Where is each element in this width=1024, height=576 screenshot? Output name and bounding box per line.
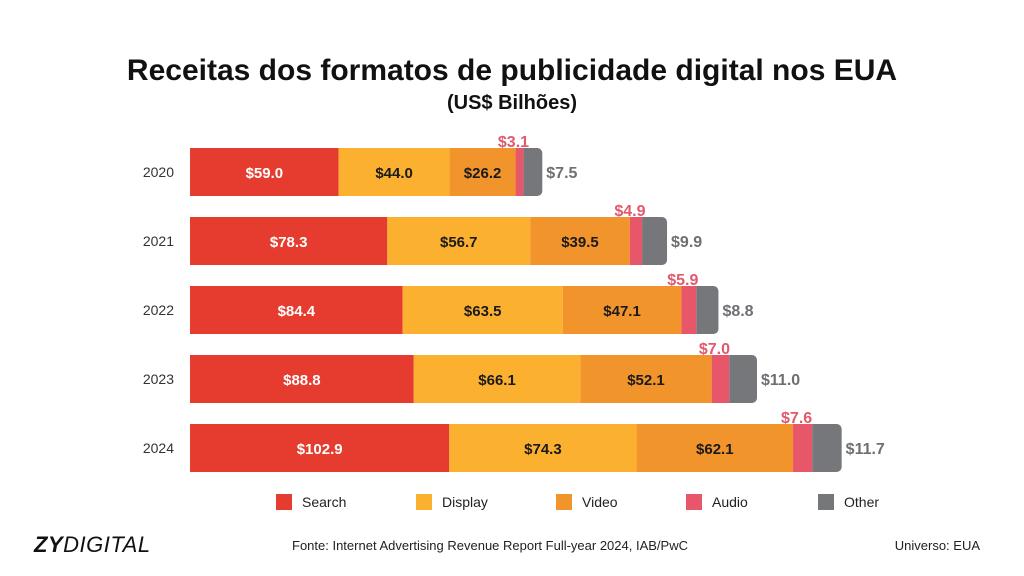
data-label-audio-2020: $3.1 bbox=[498, 134, 529, 151]
bar-segment-other-2023 bbox=[729, 355, 752, 403]
brand-logo-light: DIGITAL bbox=[63, 532, 151, 557]
data-label-video-2023: $52.1 bbox=[627, 372, 665, 389]
data-label-other-2023: $11.0 bbox=[761, 372, 800, 389]
bar-segment-search-2022 bbox=[190, 286, 403, 334]
data-label-other-2024: $11.7 bbox=[846, 441, 885, 458]
bar-segment-video-2020 bbox=[449, 148, 516, 196]
legend-label-display: Display bbox=[442, 494, 488, 510]
bar-segment-other-2020 bbox=[523, 148, 538, 196]
data-label-display-2024: $74.3 bbox=[524, 441, 562, 458]
legend-label-video: Video bbox=[582, 494, 618, 510]
bar-segment-search-2024 bbox=[190, 424, 450, 472]
bar-segment-search-2020 bbox=[190, 148, 339, 196]
bar-segment-display-2024 bbox=[449, 424, 637, 472]
data-label-video-2021: $39.5 bbox=[561, 234, 599, 251]
bar-segment-audio-2023 bbox=[711, 355, 730, 403]
bar-segment-search-2021 bbox=[190, 217, 388, 265]
data-label-other-2021: $9.9 bbox=[671, 234, 702, 251]
data-label-audio-2022: $5.9 bbox=[667, 272, 698, 289]
bar-segment-video-2024 bbox=[636, 424, 794, 472]
legend-label-search: Search bbox=[302, 494, 346, 510]
bar-segment-video-2021 bbox=[530, 217, 630, 265]
bar-segment-other-2021 bbox=[642, 217, 663, 265]
data-label-display-2020: $44.0 bbox=[375, 165, 413, 182]
data-label-display-2022: $63.5 bbox=[464, 303, 502, 320]
bar-segment-display-2022 bbox=[402, 286, 563, 334]
bar-segment-display-2020 bbox=[338, 148, 450, 196]
bar-segment-other-2024 bbox=[812, 424, 837, 472]
data-label-other-2022: $8.8 bbox=[722, 303, 753, 320]
data-label-search-2020: $59.0 bbox=[246, 165, 284, 182]
data-label-audio-2023: $7.0 bbox=[699, 341, 730, 358]
bar-segment-search-2023 bbox=[190, 355, 414, 403]
bar-segment-video-2023 bbox=[580, 355, 712, 403]
brand-logo-bold: ZY bbox=[34, 532, 64, 557]
data-label-display-2023: $66.1 bbox=[478, 372, 516, 389]
bar-segment-audio-2020 bbox=[515, 148, 524, 196]
bar-segment-other-2022 bbox=[696, 286, 714, 334]
bar-segment-display-2023 bbox=[413, 355, 581, 403]
data-label-other-2020: $7.5 bbox=[546, 165, 577, 182]
data-label-search-2022: $84.4 bbox=[278, 303, 316, 320]
legend-label-other: Other bbox=[844, 494, 879, 510]
year-label-2020: 2020 bbox=[143, 164, 174, 180]
legend-swatch-search bbox=[276, 494, 292, 510]
legend-swatch-audio bbox=[686, 494, 702, 510]
data-label-video-2022: $47.1 bbox=[603, 303, 641, 320]
bar-segment-audio-2024 bbox=[793, 424, 813, 472]
bar-segment-display-2021 bbox=[387, 217, 531, 265]
universe-note: Universo: EUA bbox=[894, 538, 980, 553]
chart-title: Receitas dos formatos de publicidade dig… bbox=[126, 54, 898, 87]
data-label-search-2024: $102.9 bbox=[297, 441, 343, 458]
data-label-search-2021: $78.3 bbox=[270, 234, 308, 251]
bar-segment-audio-2022 bbox=[681, 286, 697, 334]
legend-swatch-video bbox=[556, 494, 572, 510]
data-label-search-2023: $88.8 bbox=[283, 372, 321, 389]
data-label-video-2024: $62.1 bbox=[696, 441, 734, 458]
chart-subtitle: (US$ Bilhões) bbox=[446, 92, 578, 114]
bar-segment-video-2022 bbox=[562, 286, 682, 334]
source-note: Fonte: Internet Advertising Revenue Repo… bbox=[292, 538, 688, 553]
year-label-2024: 2024 bbox=[143, 440, 174, 456]
data-label-audio-2021: $4.9 bbox=[614, 203, 645, 220]
year-label-2022: 2022 bbox=[143, 302, 174, 318]
bar-segment-audio-2021 bbox=[629, 217, 643, 265]
legend-swatch-other bbox=[818, 494, 834, 510]
data-label-video-2020: $26.2 bbox=[464, 165, 502, 182]
legend-swatch-display bbox=[416, 494, 432, 510]
year-label-2023: 2023 bbox=[143, 371, 174, 387]
brand-logo: ZYDIGITAL bbox=[34, 532, 151, 558]
legend-label-audio: Audio bbox=[712, 494, 748, 510]
year-label-2021: 2021 bbox=[143, 233, 174, 249]
data-label-display-2021: $56.7 bbox=[440, 234, 478, 251]
data-label-audio-2024: $7.6 bbox=[781, 410, 812, 427]
